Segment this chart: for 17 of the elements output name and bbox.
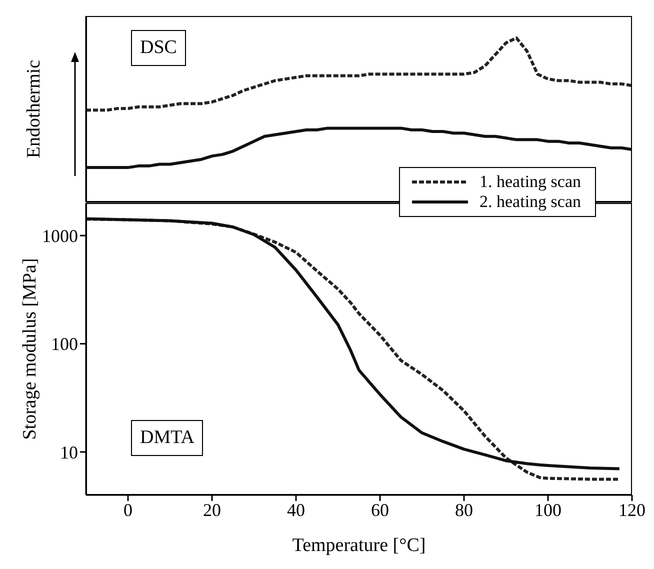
x-axis-title: Temperature [°C]	[292, 535, 426, 556]
legend-label: 2. heating scan	[480, 192, 581, 212]
annotation: DSC	[131, 30, 186, 66]
x-tick-label: 0	[124, 500, 132, 520]
x-tick-label: 100	[534, 500, 562, 520]
y-axis-title: Endothermic	[24, 60, 44, 158]
x-tick-label: 20	[203, 500, 221, 520]
y-tick-label: 10	[60, 442, 78, 462]
annotation: DMTA	[131, 420, 204, 456]
y-tick-label: 1000	[42, 226, 78, 246]
x-tick-label: 120	[618, 500, 646, 520]
x-tick-label: 80	[455, 500, 473, 520]
x-tick-label: 60	[371, 500, 389, 520]
y-axis-title: Storage modulus [MPa]	[20, 258, 40, 440]
x-tick-label: 40	[287, 500, 305, 520]
legend-label: 1. heating scan	[480, 172, 581, 192]
y-tick-label: 100	[51, 334, 78, 354]
